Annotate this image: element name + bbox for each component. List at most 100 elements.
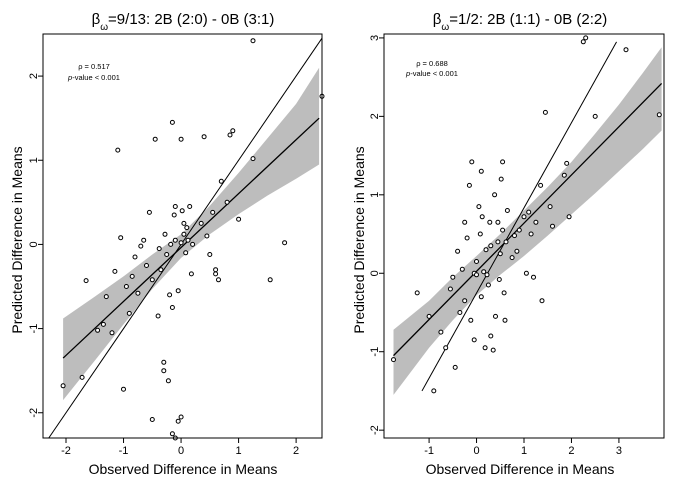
confidence-band — [63, 67, 320, 401]
data-point — [501, 290, 507, 296]
data-point — [488, 333, 494, 339]
data-point — [164, 252, 170, 257]
data-point — [171, 212, 177, 218]
pvalue-annotation: p-value < 0.001 — [405, 69, 458, 78]
data-point — [656, 112, 662, 118]
y-axis-label: Predicted Difference in Means — [9, 146, 25, 333]
data-point — [103, 294, 109, 300]
data-point — [156, 246, 162, 252]
y-tick-label: 3 — [369, 35, 381, 41]
data-point — [161, 368, 167, 374]
data-point — [538, 182, 544, 188]
data-point — [165, 378, 171, 384]
data-point — [178, 240, 184, 246]
data-point — [213, 271, 219, 277]
data-point — [464, 235, 470, 241]
chart-panel-right: βω=1/2: 2B (1:1) - 0B (2:2) Observed Dif… — [351, 11, 665, 477]
data-point — [523, 270, 529, 276]
y-tick-label: 0 — [369, 270, 381, 276]
data-point — [462, 298, 468, 304]
data-point — [488, 243, 494, 249]
data-point — [201, 134, 207, 140]
data-point — [450, 274, 456, 280]
data-point — [198, 220, 204, 226]
pvalue-annotation: p-value < 0.001 — [67, 73, 120, 82]
data-point — [60, 383, 66, 389]
x-tick-label: 0 — [473, 445, 479, 457]
data-point — [490, 347, 496, 353]
data-point — [175, 418, 181, 424]
x-tick-label: -2 — [61, 445, 71, 457]
data-point — [95, 327, 101, 333]
data-point — [121, 386, 126, 392]
y-tick-label: 1 — [28, 157, 40, 163]
data-point — [79, 374, 85, 380]
data-point — [457, 310, 463, 315]
rho-annotation: ρ = 0.688 — [416, 59, 448, 68]
x-tick-label: 1 — [521, 445, 527, 457]
data-point — [531, 274, 536, 280]
confidence-band — [393, 47, 662, 395]
data-point — [187, 204, 193, 209]
data-point — [224, 199, 230, 205]
data-point — [521, 214, 527, 220]
data-point — [426, 313, 432, 319]
data-point — [495, 219, 501, 225]
panel-title: βω=9/13: 2B (2:0) - 0B (3:1) — [92, 11, 275, 33]
identity-line — [421, 41, 617, 392]
data-point — [504, 208, 510, 213]
data-point — [462, 219, 468, 225]
data-point — [83, 278, 89, 284]
data-point — [207, 252, 213, 257]
y-tick-label: -1 — [28, 324, 40, 334]
data-point — [178, 414, 184, 420]
data-point — [204, 233, 210, 239]
data-point — [539, 298, 545, 304]
data-point — [478, 168, 484, 174]
data-point — [497, 251, 503, 257]
y-tick-label: -2 — [369, 425, 381, 435]
data-point — [282, 240, 288, 246]
data-point — [542, 109, 548, 115]
data-point — [502, 317, 508, 323]
data-point — [126, 310, 132, 316]
data-point — [141, 237, 147, 243]
regression-line — [62, 117, 320, 359]
data-point — [230, 128, 236, 134]
data-point — [216, 277, 221, 283]
plot-frame — [42, 33, 323, 439]
regression-line — [393, 82, 663, 357]
data-point — [152, 136, 158, 142]
data-point — [512, 233, 517, 239]
x-tick-label: 3 — [616, 445, 622, 457]
data-point — [455, 248, 461, 254]
data-point — [118, 235, 124, 241]
data-point — [168, 241, 174, 247]
data-point — [564, 160, 570, 166]
data-point — [218, 178, 224, 184]
data-point — [227, 132, 233, 138]
data-point — [172, 237, 178, 243]
data-point — [112, 268, 118, 274]
data-point — [468, 317, 474, 323]
panel-title: βω=1/2: 2B (1:1) - 0B (2:2) — [433, 11, 607, 33]
data-point — [583, 35, 589, 41]
data-point — [478, 294, 484, 300]
data-point — [592, 113, 598, 119]
data-point — [414, 290, 420, 296]
data-point — [469, 159, 475, 165]
data-point — [184, 225, 190, 231]
identity-line — [48, 37, 322, 438]
data-point — [190, 241, 196, 247]
data-point — [623, 47, 629, 53]
data-point — [561, 172, 567, 178]
data-point — [466, 182, 472, 188]
data-point — [495, 239, 501, 245]
x-tick-label: -1 — [119, 445, 129, 457]
rho-annotation: ρ = 0.517 — [78, 62, 110, 71]
data-point — [236, 216, 242, 222]
data-point — [503, 239, 509, 245]
data-point — [452, 364, 458, 370]
x-tick-label: 2 — [293, 445, 299, 457]
